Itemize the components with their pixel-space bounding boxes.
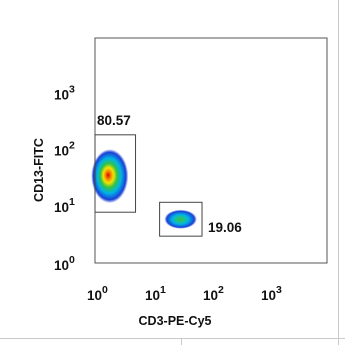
- x-tick-label-2: 102: [203, 284, 224, 303]
- figure-border-right: [338, 0, 339, 345]
- figure-border-bottom: [0, 338, 345, 339]
- population-2-density: [164, 209, 197, 229]
- x-tick-label-0: 100: [87, 284, 108, 303]
- populations-layer: [91, 149, 197, 229]
- x-tick-label-1: 101: [145, 284, 166, 303]
- gate-2-percentage: 19.06: [208, 220, 242, 235]
- y-tick-label-0: 100: [54, 254, 75, 273]
- gate-1-percentage: 80.57: [97, 113, 131, 128]
- gate-2: [159, 201, 203, 237]
- gates-layer: 80.57 19.06: [94, 113, 242, 237]
- population-1-density: [91, 149, 129, 204]
- tick-labels-layer: 100 101 102 103 100 101 102 103: [54, 83, 282, 303]
- x-tick-label-3: 103: [261, 284, 282, 303]
- x-axis-label: CD3-PE-Cy5: [139, 314, 212, 328]
- y-axis-label: CD13-FITC: [32, 138, 46, 202]
- y-tick-label-1: 101: [54, 196, 75, 215]
- y-tick-label-3: 103: [54, 83, 75, 102]
- figure-border-tick: [181, 338, 182, 345]
- gate-1: [94, 134, 137, 213]
- y-tick-label-2: 102: [54, 140, 75, 159]
